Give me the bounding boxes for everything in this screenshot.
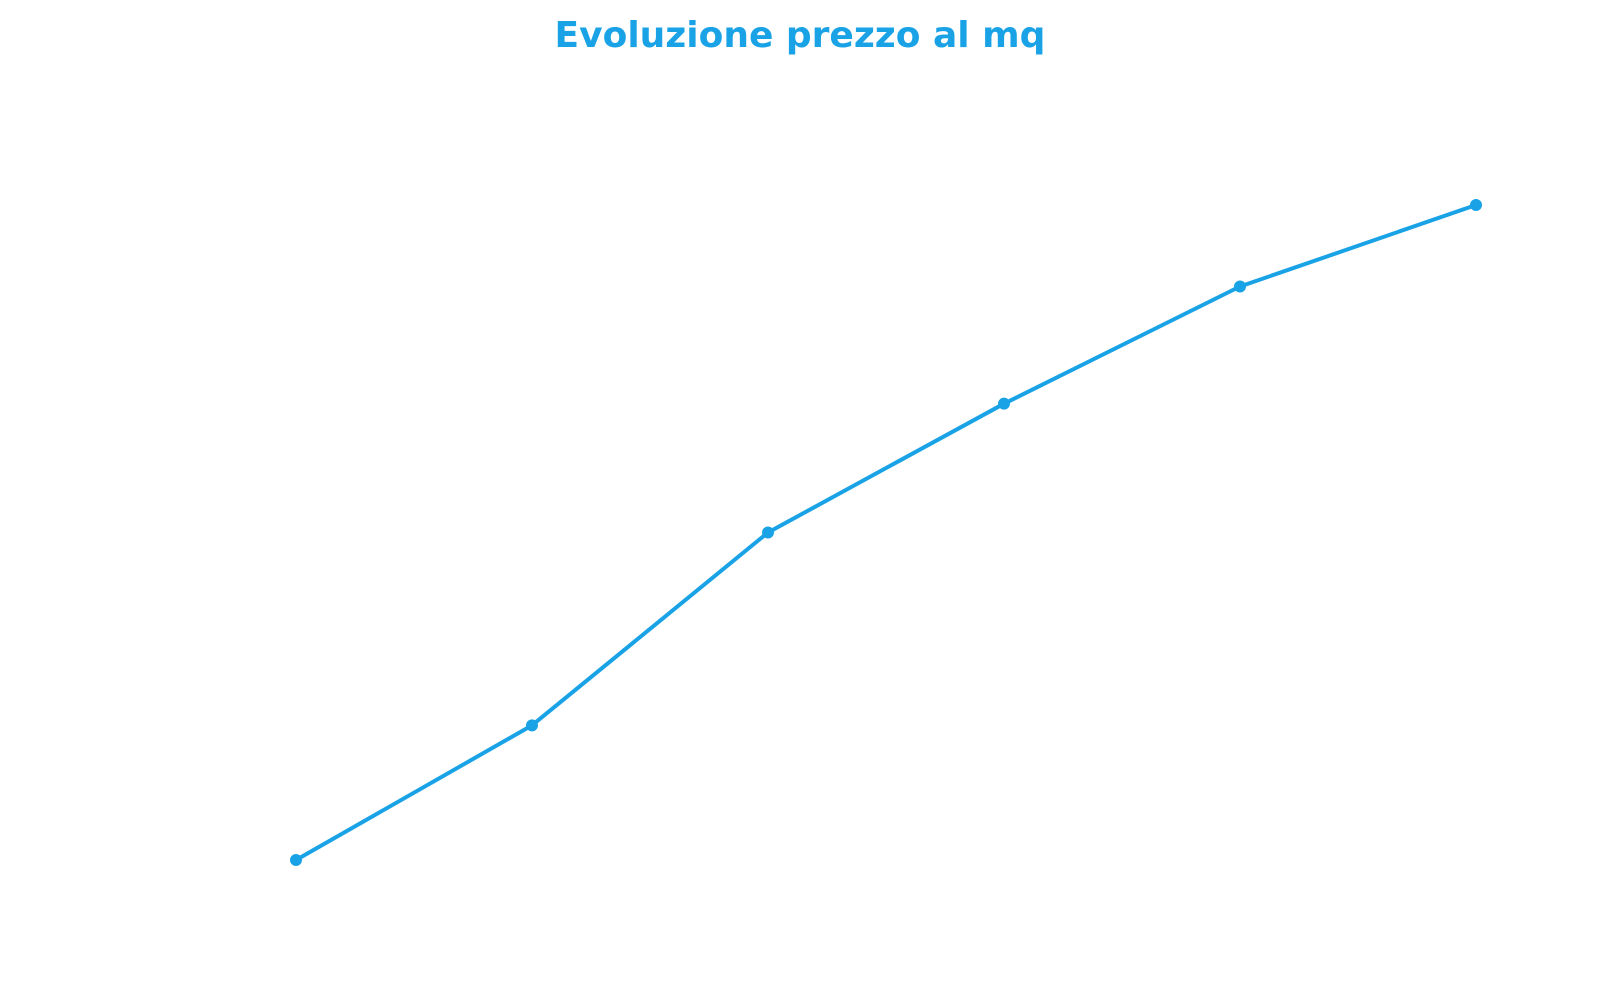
data-point-4[interactable]: [998, 397, 1010, 410]
series-line: [294, 203, 1478, 862]
series-markers-group: [290, 199, 1482, 866]
series-line-group: [294, 203, 1478, 862]
data-point-5[interactable]: [1234, 280, 1246, 293]
data-point-3[interactable]: [762, 526, 774, 539]
data-point-1[interactable]: [290, 854, 302, 866]
data-point-2[interactable]: [526, 719, 538, 732]
data-point-6[interactable]: [1470, 199, 1482, 211]
chart-title: Evoluzione prezzo al mq: [554, 15, 1046, 56]
